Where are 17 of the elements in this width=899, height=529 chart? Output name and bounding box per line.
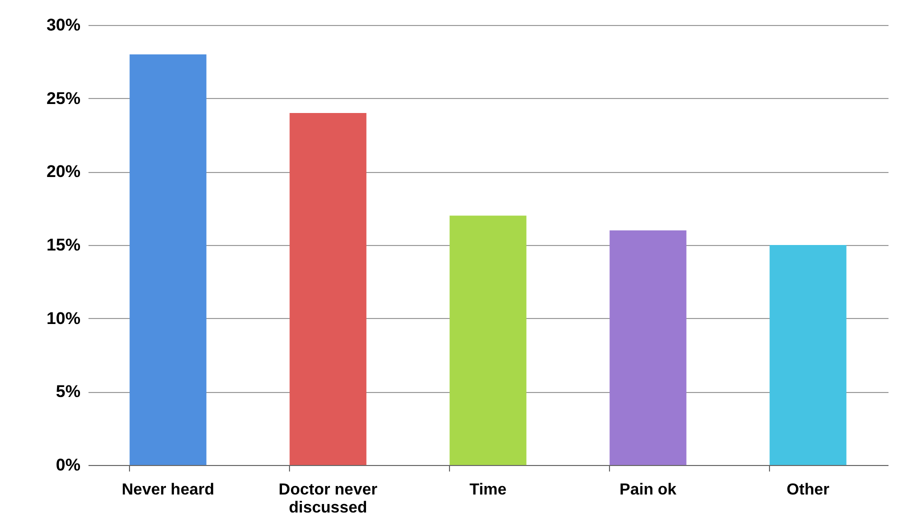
y-tick-label: 30%: [46, 16, 80, 34]
x-tick-label: Pain ok: [620, 482, 677, 498]
y-tick-label: 20%: [46, 162, 80, 182]
bar: [770, 245, 846, 465]
bar: [450, 216, 526, 465]
y-tick-label: 25%: [46, 88, 80, 108]
bar: [290, 113, 366, 465]
bar: [610, 230, 686, 465]
x-tick-label: Time: [469, 482, 507, 498]
y-tick-label: 15%: [46, 236, 80, 254]
x-tick-label: Never heard: [122, 482, 214, 498]
x-tick-label: Other: [786, 482, 830, 498]
y-tick-label: 10%: [46, 308, 80, 328]
y-tick-label: 5%: [56, 382, 80, 402]
x-tick-label: Doctor never discussed: [278, 482, 378, 516]
y-tick-label: 0%: [56, 456, 80, 474]
bar: [130, 54, 206, 465]
